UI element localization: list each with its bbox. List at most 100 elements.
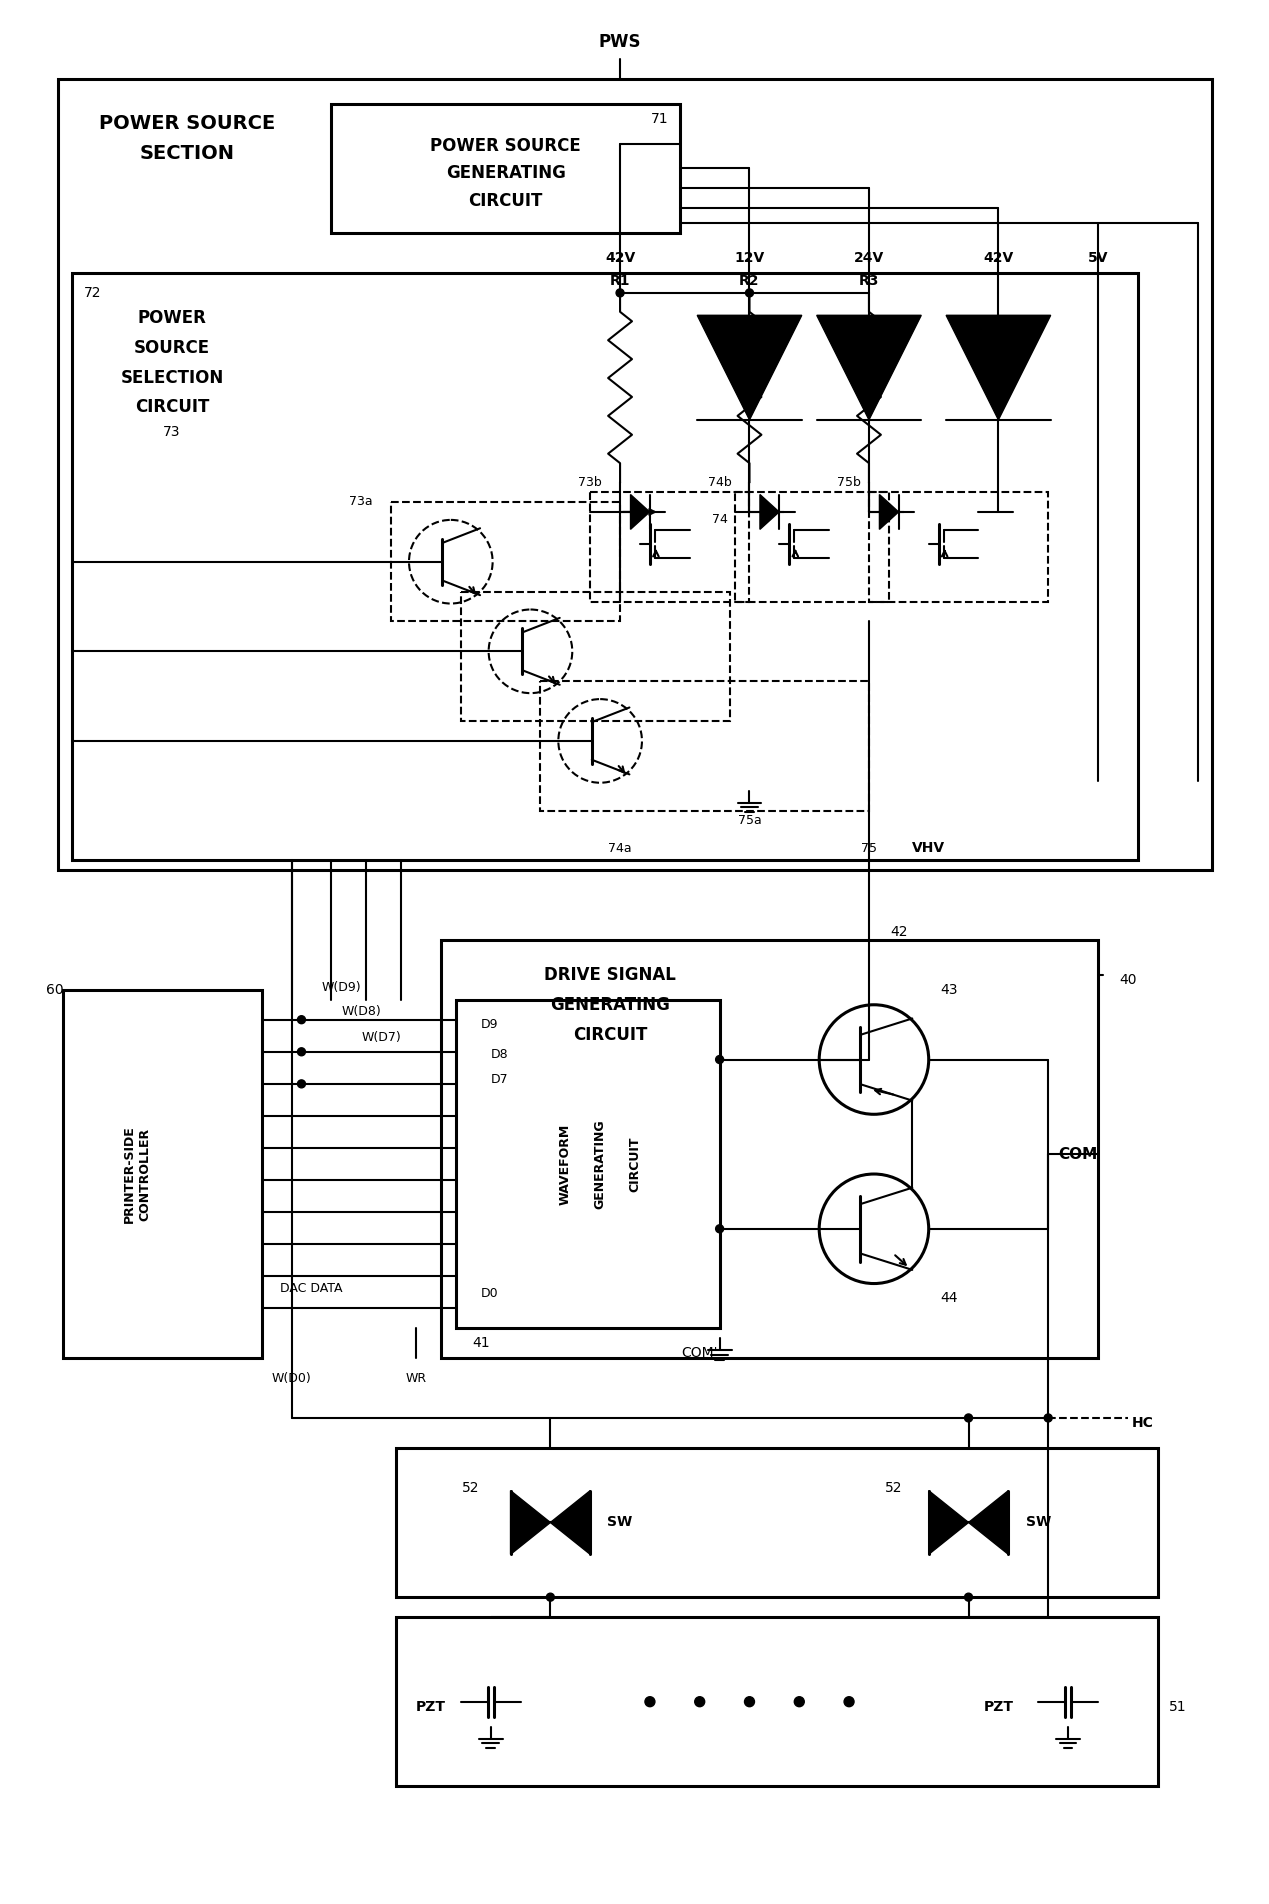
Text: PWS: PWS (599, 32, 641, 51)
Text: CIRCUIT: CIRCUIT (572, 1026, 647, 1043)
Text: VHV: VHV (912, 842, 945, 855)
Text: 73a: 73a (349, 495, 373, 508)
Circle shape (615, 289, 624, 297)
Polygon shape (631, 495, 650, 529)
Circle shape (694, 1696, 704, 1706)
Text: 44: 44 (940, 1291, 957, 1306)
Text: SW: SW (1025, 1516, 1051, 1529)
Circle shape (1044, 1415, 1052, 1422)
Polygon shape (760, 495, 779, 529)
Circle shape (745, 289, 754, 297)
Text: W(D8): W(D8) (341, 1005, 381, 1019)
Polygon shape (551, 1491, 590, 1554)
Text: W(D7): W(D7) (362, 1032, 401, 1043)
Text: D1: D1 (769, 316, 789, 329)
Polygon shape (968, 1491, 1009, 1554)
Circle shape (297, 1015, 306, 1024)
Text: 51: 51 (1169, 1700, 1187, 1714)
Circle shape (745, 1696, 755, 1706)
Text: SELECTION: SELECTION (121, 369, 223, 387)
Text: SW: SW (608, 1516, 633, 1529)
Bar (456, 1000, 720, 1329)
Text: COM: COM (1058, 1146, 1098, 1161)
Text: CIRCUIT: CIRCUIT (628, 1137, 642, 1192)
Text: D7: D7 (491, 1074, 509, 1085)
Polygon shape (879, 495, 898, 529)
Text: D0: D0 (481, 1287, 499, 1300)
Bar (57, 78, 1212, 870)
Text: 75a: 75a (737, 815, 761, 826)
Text: 5V: 5V (1088, 251, 1108, 265)
Text: CIRCUIT: CIRCUIT (468, 192, 543, 209)
Text: D2: D2 (890, 316, 909, 329)
Text: D3: D3 (1019, 316, 1038, 329)
Circle shape (794, 1696, 805, 1706)
Text: R2: R2 (740, 274, 760, 288)
Text: POWER SOURCE: POWER SOURCE (99, 114, 275, 133)
Text: 42: 42 (890, 925, 907, 939)
Bar (461, 592, 730, 722)
Circle shape (297, 1047, 306, 1055)
Text: PRINTER-SIDE
CONTROLLER: PRINTER-SIDE CONTROLLER (123, 1125, 151, 1222)
Bar (541, 682, 869, 811)
Text: 42V: 42V (983, 251, 1014, 265)
Text: 12V: 12V (735, 251, 765, 265)
Text: WAVEFORM: WAVEFORM (558, 1123, 572, 1205)
Text: COM': COM' (681, 1346, 718, 1359)
Bar (396, 1447, 1157, 1597)
Text: W(D9): W(D9) (321, 981, 362, 994)
Text: DRIVE SIGNAL: DRIVE SIGNAL (544, 965, 676, 984)
Polygon shape (817, 316, 921, 421)
Bar (391, 503, 621, 621)
Text: 60: 60 (46, 982, 63, 998)
Circle shape (964, 1415, 972, 1422)
Circle shape (716, 1055, 723, 1064)
Circle shape (547, 1594, 555, 1601)
Text: HC: HC (1132, 1417, 1154, 1430)
Text: W(D0): W(D0) (272, 1371, 311, 1384)
Circle shape (716, 1224, 723, 1232)
Text: 75b: 75b (838, 476, 860, 489)
Text: GENERATING: GENERATING (594, 1120, 607, 1209)
Polygon shape (947, 316, 1051, 421)
Bar (735, 491, 888, 602)
Circle shape (297, 1080, 306, 1087)
Text: R3: R3 (859, 274, 879, 288)
Bar (331, 103, 680, 232)
Text: GENERATING: GENERATING (551, 996, 670, 1013)
Text: R1: R1 (610, 274, 631, 288)
Text: 42V: 42V (605, 251, 636, 265)
Text: 75: 75 (860, 842, 877, 855)
Text: 40: 40 (1119, 973, 1137, 986)
Polygon shape (929, 1491, 968, 1554)
Circle shape (964, 1594, 972, 1601)
Text: POWER SOURCE: POWER SOURCE (430, 137, 581, 154)
Bar (72, 272, 1138, 861)
Text: D8: D8 (491, 1047, 509, 1061)
Text: 52: 52 (884, 1481, 902, 1495)
Text: 71: 71 (651, 112, 669, 126)
Text: 74a: 74a (608, 842, 632, 855)
Text: 43: 43 (940, 982, 957, 998)
Bar (869, 491, 1048, 602)
Bar (590, 491, 750, 602)
Text: POWER: POWER (137, 308, 207, 327)
Circle shape (645, 1696, 655, 1706)
Text: 24V: 24V (854, 251, 884, 265)
Text: DAC DATA: DAC DATA (280, 1281, 343, 1295)
Text: PZT: PZT (983, 1700, 1014, 1714)
Text: 41: 41 (472, 1337, 490, 1350)
Text: WR: WR (405, 1371, 426, 1384)
Text: 74b: 74b (708, 476, 731, 489)
Polygon shape (697, 316, 802, 421)
Text: D9: D9 (481, 1019, 499, 1032)
Text: 72: 72 (84, 286, 102, 301)
Text: CIRCUIT: CIRCUIT (135, 398, 209, 417)
Text: 74: 74 (712, 514, 727, 526)
Text: 52: 52 (462, 1481, 480, 1495)
Text: 73b: 73b (579, 476, 602, 489)
Bar (62, 990, 261, 1358)
Polygon shape (510, 1491, 551, 1554)
Text: SECTION: SECTION (140, 145, 235, 164)
Text: PZT: PZT (416, 1700, 445, 1714)
